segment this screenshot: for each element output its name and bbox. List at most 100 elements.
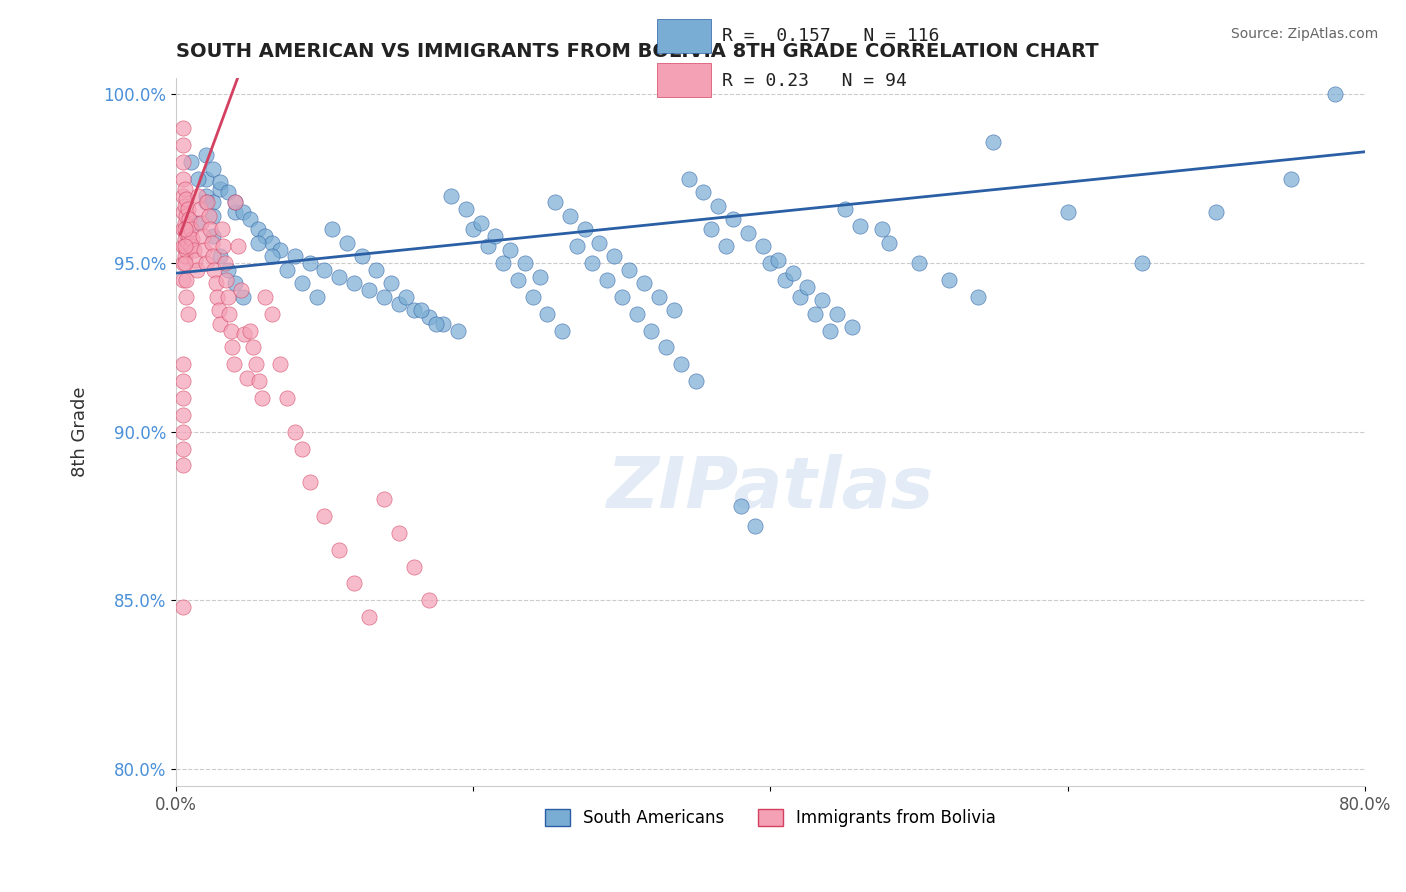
Point — [291, 442, 314, 456]
Point — [215, 273, 238, 287]
Point — [209, 249, 232, 263]
Point — [284, 249, 307, 263]
Point — [773, 273, 796, 287]
Point — [208, 303, 231, 318]
Point — [588, 235, 610, 250]
Point — [1324, 87, 1347, 102]
Point — [782, 266, 804, 280]
Point — [825, 307, 848, 321]
Bar — [658, 62, 711, 97]
Point — [506, 273, 529, 287]
Point — [343, 576, 366, 591]
Point — [174, 226, 197, 240]
Point — [276, 391, 298, 405]
Point — [581, 256, 603, 270]
Point — [233, 326, 256, 341]
Point — [180, 222, 202, 236]
Point — [402, 559, 425, 574]
Point — [173, 182, 195, 196]
Point — [236, 370, 259, 384]
Point — [200, 235, 222, 250]
Point — [172, 425, 194, 439]
Point — [262, 235, 284, 250]
Point — [565, 239, 588, 253]
Point — [811, 293, 834, 308]
Point — [841, 320, 863, 334]
Point — [1130, 256, 1153, 270]
Point — [707, 199, 730, 213]
Point — [418, 310, 440, 324]
Point — [700, 222, 723, 236]
Point — [194, 188, 217, 202]
Point — [195, 195, 218, 210]
Point — [172, 171, 194, 186]
Point — [217, 262, 239, 277]
Point — [204, 262, 226, 277]
Point — [938, 273, 960, 287]
Point — [218, 307, 240, 321]
Point — [187, 216, 209, 230]
Point — [574, 222, 596, 236]
Point — [373, 290, 395, 304]
Point — [744, 519, 766, 533]
Point — [172, 256, 194, 270]
Point — [276, 262, 298, 277]
Point — [239, 212, 262, 227]
Point — [190, 216, 212, 230]
Point — [172, 391, 194, 405]
Point — [198, 222, 221, 236]
Point — [253, 290, 276, 304]
Point — [173, 199, 195, 213]
Point — [247, 374, 270, 388]
Point — [246, 235, 269, 250]
Legend: South Americans, Immigrants from Bolivia: South Americans, Immigrants from Bolivia — [538, 803, 1002, 834]
Point — [262, 307, 284, 321]
Point — [692, 186, 714, 200]
Point — [172, 188, 194, 202]
Point — [184, 252, 207, 267]
Point — [737, 226, 759, 240]
Point — [180, 239, 202, 253]
Point — [172, 458, 194, 473]
Point — [409, 303, 432, 318]
Point — [328, 542, 350, 557]
Y-axis label: 8th Grade: 8th Grade — [72, 386, 89, 477]
Bar — [658, 19, 711, 54]
Point — [194, 256, 217, 270]
Point — [357, 610, 380, 624]
Point — [172, 600, 194, 615]
Point — [461, 222, 484, 236]
Point — [544, 195, 567, 210]
Point — [180, 155, 202, 169]
Point — [328, 269, 350, 284]
Point — [172, 121, 194, 136]
Point — [212, 239, 235, 253]
Point — [217, 290, 239, 304]
Point — [177, 202, 200, 216]
Point — [187, 171, 209, 186]
Text: SOUTH AMERICAN VS IMMIGRANTS FROM BOLIVIA 8TH GRADE CORRELATION CHART: SOUTH AMERICAN VS IMMIGRANTS FROM BOLIVI… — [176, 42, 1098, 61]
Point — [380, 277, 402, 291]
Point — [174, 273, 197, 287]
Point — [232, 290, 254, 304]
Point — [513, 256, 536, 270]
Point — [804, 307, 827, 321]
Point — [395, 290, 418, 304]
Point — [201, 229, 224, 244]
Point — [205, 277, 228, 291]
Point — [499, 243, 522, 257]
Point — [432, 317, 454, 331]
Point — [172, 408, 194, 422]
Point — [766, 252, 789, 267]
Point — [197, 209, 219, 223]
Point — [298, 475, 321, 490]
Point — [714, 239, 737, 253]
Point — [640, 324, 662, 338]
Point — [685, 374, 707, 388]
Point — [172, 138, 194, 153]
Point — [305, 290, 328, 304]
Point — [789, 290, 811, 304]
Point — [447, 324, 470, 338]
Point — [678, 171, 700, 186]
Point — [172, 239, 194, 253]
